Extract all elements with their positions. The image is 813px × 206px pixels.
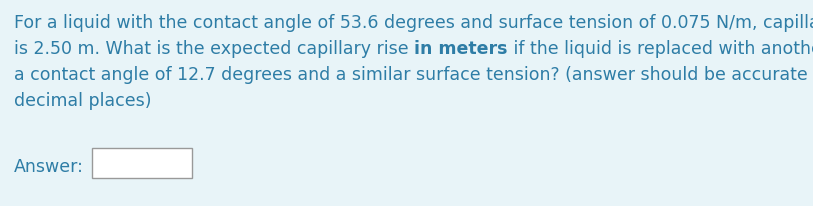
Text: in meters: in meters (414, 40, 507, 58)
Text: Answer:: Answer: (14, 158, 84, 176)
Text: For a liquid with the contact angle of 53.6 degrees and surface tension of 0.075: For a liquid with the contact angle of 5… (14, 14, 813, 32)
Text: is 2.50 m. What is the expected capillary rise: is 2.50 m. What is the expected capillar… (14, 40, 414, 58)
Text: decimal places): decimal places) (14, 92, 151, 110)
Text: a contact angle of 12.7 degrees and a similar surface tension? (answer should be: a contact angle of 12.7 degrees and a si… (14, 66, 813, 84)
Bar (92, 148, 192, 178)
Text: if the liquid is replaced with another with: if the liquid is replaced with another w… (507, 40, 813, 58)
